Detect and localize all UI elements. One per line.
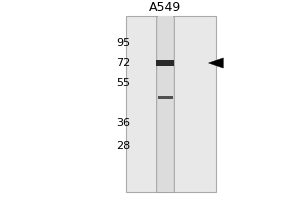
Text: 55: 55 <box>116 78 130 88</box>
Text: 72: 72 <box>116 58 130 68</box>
Bar <box>158 96 172 99</box>
Bar <box>156 60 174 66</box>
Bar <box>156 16 174 192</box>
Text: 28: 28 <box>116 141 130 151</box>
Text: A549: A549 <box>149 1 181 14</box>
Bar <box>158 16 172 192</box>
Bar <box>126 16 216 192</box>
Text: 95: 95 <box>116 38 130 48</box>
Polygon shape <box>208 58 223 68</box>
Text: 36: 36 <box>116 118 130 128</box>
